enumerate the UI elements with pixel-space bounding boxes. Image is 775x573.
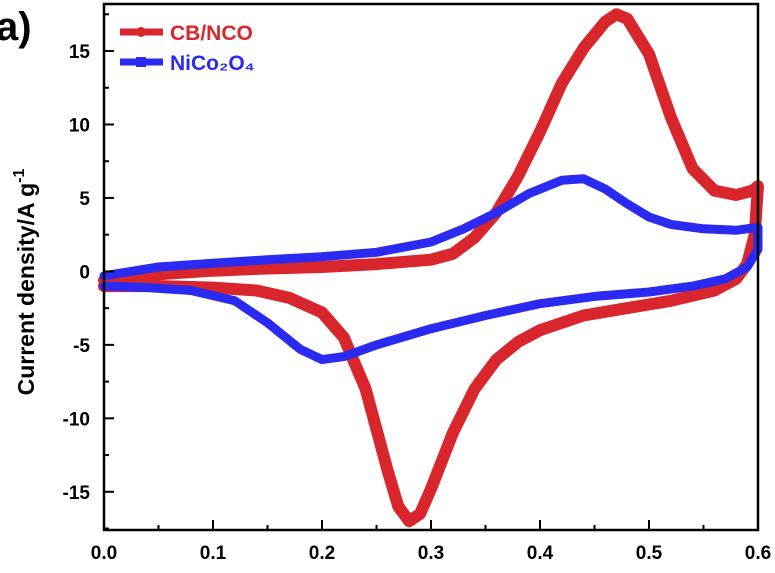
- x-tick-label: 0.5: [636, 543, 663, 564]
- tick-marks-and-labels: 0.0 0.1 0.2 0.3 0.4 0.5 0.6 15 10 5 0 -5 -10 -15: [63, 13, 771, 564]
- legend-item-nico2o4: NiCo₂O₄: [120, 52, 255, 75]
- plot-series: [98, 8, 764, 528]
- legend-item-cb-nco: CB/NCO: [120, 22, 253, 45]
- y-axis-label-superscript: -1: [11, 169, 28, 183]
- legend-marker-nico2o4: [136, 57, 146, 67]
- legend-marker-cb-nco: [136, 27, 146, 37]
- legend-label-nico2o4: NiCo₂O₄: [170, 52, 255, 75]
- x-tick-label: 0.1: [200, 543, 227, 564]
- y-tick-label: -5: [73, 336, 90, 357]
- y-tick-label: 10: [69, 115, 90, 136]
- x-tick-label: 0.6: [745, 543, 771, 564]
- x-tick-label: 0.2: [309, 543, 335, 564]
- x-tick-label: 0.3: [418, 543, 444, 564]
- y-tick-label: -15: [63, 483, 91, 504]
- x-tick-label: 0.0: [91, 543, 117, 564]
- y-tick-label: 5: [79, 189, 90, 210]
- y-tick-label: 0: [79, 262, 90, 283]
- y-tick-label: 15: [69, 42, 91, 63]
- svg-text:Current density/A g-1: Current density/A g-1: [11, 169, 39, 396]
- x-tick-label: 0.4: [527, 543, 554, 564]
- y-axis-title: Current density/A g-1: [11, 169, 39, 396]
- y-axis-label: Current density/A g: [13, 183, 39, 396]
- legend-label-cb-nco: CB/NCO: [170, 22, 253, 45]
- y-tick-label: -10: [63, 409, 90, 430]
- panel-label: a): [0, 5, 32, 49]
- legend: CB/NCO NiCo₂O₄: [120, 22, 255, 75]
